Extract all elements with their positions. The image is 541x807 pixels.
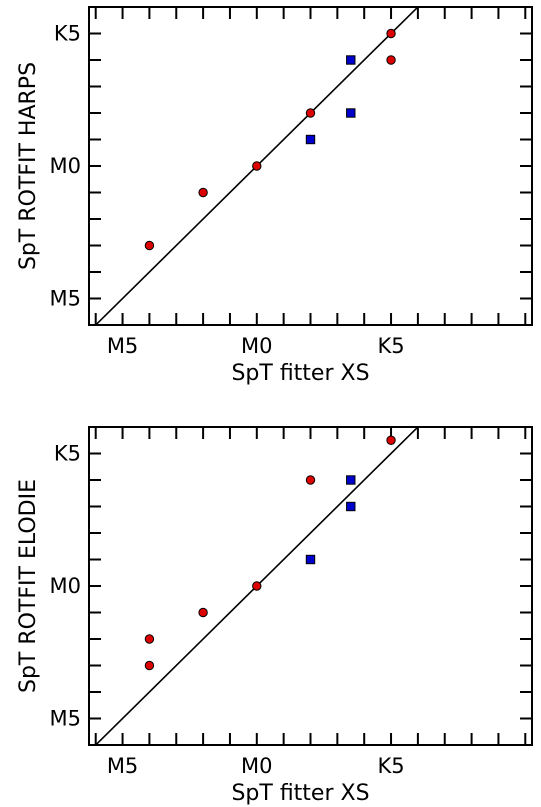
data-point-circle: [305, 475, 316, 485]
data-point-circle: [386, 55, 396, 65]
y-axis-label: SpT ROTFIT ELODIE: [16, 479, 41, 693]
data-point-circle: [198, 607, 208, 618]
x-axis-label: SpT fitter XS: [231, 361, 369, 386]
y-tick-label: M0: [50, 574, 81, 598]
x-tick-label: K5: [377, 754, 404, 778]
data-point-circle: [252, 581, 262, 591]
data-point-square: [346, 501, 356, 512]
x-tick-label: M5: [107, 754, 138, 778]
identity-line: [94, 7, 420, 325]
data-point-circle: [144, 660, 155, 671]
data-point-circle: [252, 161, 262, 171]
identity-line: [94, 427, 420, 745]
y-tick-label: K5: [54, 22, 81, 46]
x-tick-label: M0: [241, 334, 272, 358]
data-point-square: [346, 55, 356, 65]
x-tick-label: M0: [241, 754, 272, 778]
data-point-square: [346, 108, 356, 118]
y-axis-label: SpT ROTFIT HARPS: [16, 62, 41, 270]
y-tick-label: K5: [54, 442, 81, 466]
data-point-circle: [144, 240, 155, 251]
x-tick-label: M5: [107, 334, 138, 358]
chart-panel-bottom: M5 M0 K5 K5 M0 M5 SpT fitter XS SpT ROTFIT ELOD…: [16, 426, 533, 806]
data-point-square: [305, 134, 316, 145]
x-axis-label: SpT fitter XS: [231, 781, 369, 806]
y-tick-label: M5: [50, 707, 81, 731]
data-point-circle: [386, 435, 396, 445]
chart-panel-top: M5 M0 K5 K5 M0 M5 SpT fitter XS SpT ROTFIT HARP…: [16, 6, 533, 386]
data-point-circle: [198, 187, 208, 198]
data-point-circle: [305, 108, 316, 118]
plot-frame: [88, 6, 533, 326]
y-tick-label: M0: [50, 154, 81, 178]
plot-frame: [88, 426, 533, 746]
data-point-square: [346, 475, 356, 485]
data-point-square: [305, 554, 316, 565]
data-point-circle: [386, 28, 396, 39]
data-point-circle: [144, 634, 155, 644]
x-tick-label: K5: [377, 334, 404, 358]
y-tick-label: M5: [50, 287, 81, 311]
